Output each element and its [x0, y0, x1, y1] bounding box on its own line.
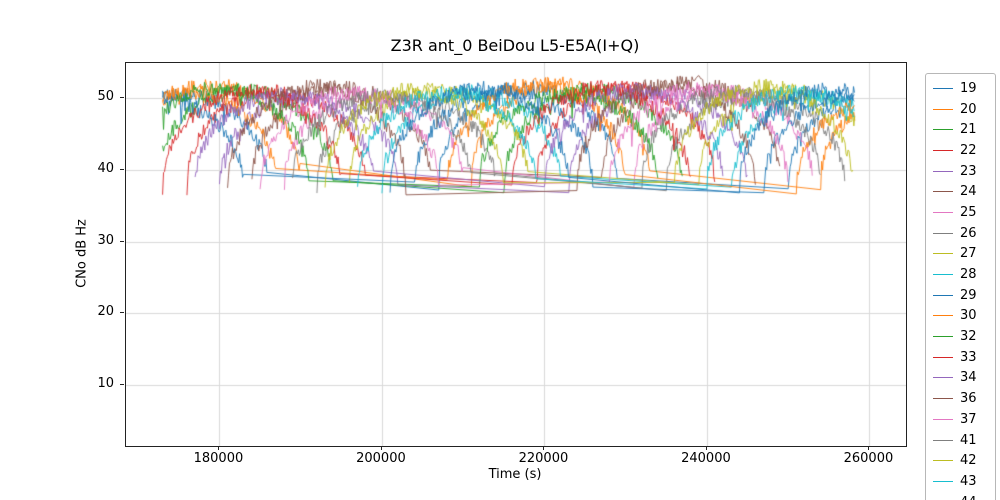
y-tick-mark	[120, 240, 124, 242]
legend-line-sample	[933, 377, 953, 379]
legend-item-41: 41	[933, 430, 995, 451]
x-tick-mark	[218, 446, 220, 450]
legend-item-33: 33	[933, 347, 995, 368]
legend-label: 29	[960, 287, 977, 303]
legend-line-sample	[933, 480, 953, 482]
legend-item-21: 21	[933, 119, 995, 140]
legend-line-sample	[933, 129, 953, 131]
legend-line-sample	[933, 398, 953, 400]
x-tick-mark	[705, 446, 707, 450]
x-tick-label: 260000	[843, 451, 894, 466]
legend: 19 20 21 22 23 24 25 26 27 28 29 30 32 33 34 36 37 41 42 43…	[925, 73, 996, 500]
legend-label: 34	[960, 370, 977, 386]
legend-item-19: 19	[933, 78, 995, 99]
plot-canvas	[126, 63, 906, 446]
legend-item-25: 25	[933, 202, 995, 223]
y-tick-label: 20	[97, 304, 114, 320]
legend-label: 23	[960, 163, 977, 179]
legend-item-27: 27	[933, 244, 995, 265]
plot-area	[125, 62, 907, 447]
x-tick-label: 180000	[193, 451, 244, 466]
legend-item-37: 37	[933, 409, 995, 430]
legend-label: 19	[960, 80, 977, 96]
legend-item-30: 30	[933, 306, 995, 327]
legend-label: 24	[960, 184, 977, 200]
legend-label: 28	[960, 267, 977, 283]
chart-title: Z3R ant_0 BeiDou L5-E5A(I+Q)	[390, 36, 640, 55]
legend-item-20: 20	[933, 99, 995, 120]
legend-item-43: 43	[933, 471, 995, 492]
legend-label: 26	[960, 225, 977, 241]
legend-line-sample	[933, 87, 953, 89]
legend-line-sample	[933, 108, 953, 110]
legend-item-29: 29	[933, 285, 995, 306]
legend-item-24: 24	[933, 181, 995, 202]
legend-label: 33	[960, 349, 977, 365]
y-tick-mark	[120, 168, 124, 170]
x-tick-label: 240000	[681, 451, 731, 466]
y-tick-mark	[120, 384, 124, 386]
legend-label: 22	[960, 142, 977, 158]
y-tick-mark	[120, 312, 124, 314]
x-tick-mark	[380, 446, 382, 450]
legend-item-22: 22	[933, 140, 995, 161]
legend-label: 20	[960, 101, 977, 117]
legend-label: 41	[960, 432, 977, 448]
x-tick-mark	[543, 446, 545, 450]
legend-label: 36	[960, 391, 977, 407]
legend-line-sample	[933, 460, 953, 462]
legend-label: 44	[960, 496, 977, 500]
legend-label: 37	[960, 411, 977, 427]
y-tick-label: 50	[97, 89, 114, 105]
legend-item-36: 36	[933, 388, 995, 409]
legend-line-sample	[933, 418, 953, 420]
legend-label: 30	[960, 308, 977, 324]
y-tick-label: 10	[97, 376, 114, 392]
legend-item-42: 42	[933, 450, 995, 471]
y-tick-label: 30	[97, 232, 114, 248]
legend-line-sample	[933, 439, 953, 441]
x-tick-label: 220000	[518, 451, 569, 466]
legend-label: 27	[960, 246, 977, 262]
legend-item-28: 28	[933, 264, 995, 285]
legend-line-sample	[933, 336, 953, 338]
legend-label: 32	[960, 329, 977, 345]
x-tick-label: 200000	[356, 451, 406, 466]
legend-item-26: 26	[933, 223, 995, 244]
y-tick-mark	[120, 97, 124, 99]
legend-label: 43	[960, 473, 977, 489]
legend-label: 25	[960, 204, 977, 220]
legend-line-sample	[933, 294, 953, 296]
legend-line-sample	[933, 253, 953, 255]
legend-line-sample	[933, 149, 953, 151]
legend-item-23: 23	[933, 161, 995, 182]
legend-label: 42	[960, 453, 977, 469]
legend-item-34: 34	[933, 368, 995, 389]
legend-line-sample	[933, 274, 953, 276]
legend-line-sample	[933, 211, 953, 213]
legend-item-44: 44	[933, 492, 995, 500]
x-tick-mark	[868, 446, 870, 450]
legend-line-sample	[933, 315, 953, 317]
legend-line-sample	[933, 356, 953, 358]
legend-line-sample	[933, 170, 953, 172]
y-tick-label: 40	[97, 160, 114, 176]
legend-label: 21	[960, 122, 977, 138]
x-axis-label: Time (s)	[488, 467, 542, 482]
legend-line-sample	[933, 232, 953, 234]
legend-line-sample	[933, 191, 953, 193]
legend-item-32: 32	[933, 326, 995, 347]
